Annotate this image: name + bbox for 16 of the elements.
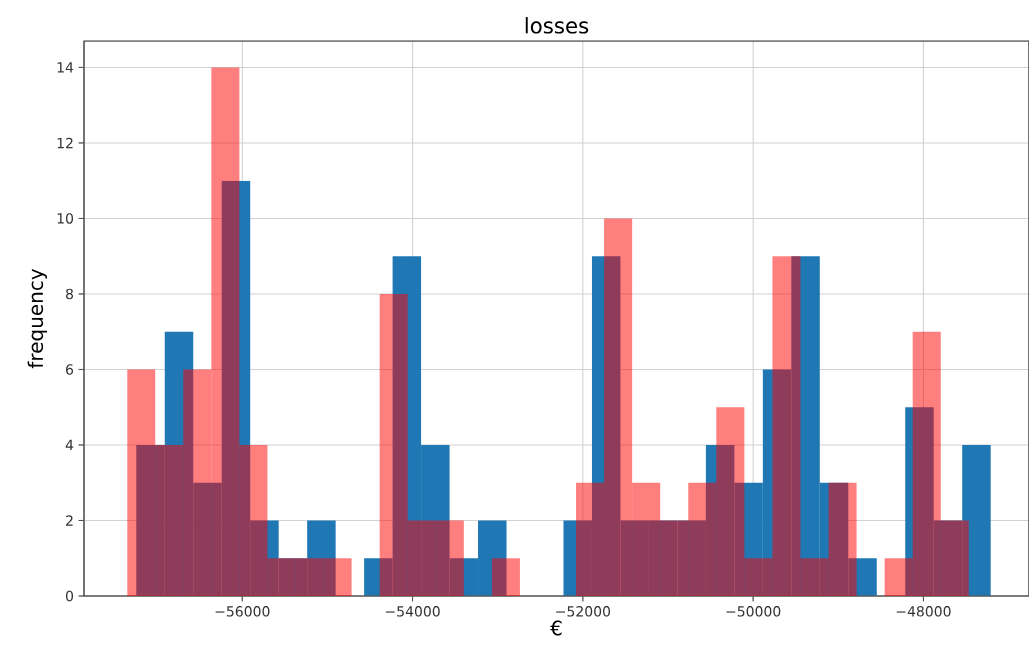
x-tick-label: −48000 <box>896 606 951 617</box>
y-tick-label: 10 <box>57 213 74 224</box>
y-tick-label: 12 <box>57 137 73 149</box>
y-tick-label: 6 <box>66 364 74 375</box>
chart-title: losses <box>525 17 589 34</box>
y-axis-title: frequency <box>27 268 47 369</box>
x-tick-label: −56000 <box>215 606 270 617</box>
y-tick-label: 2 <box>66 515 73 526</box>
x-tick-label: −50000 <box>726 606 781 617</box>
x-tick-label: −54000 <box>385 606 440 617</box>
y-tick-label: 8 <box>66 288 74 300</box>
y-tick-label: 14 <box>57 62 74 73</box>
x-tick-label: −52000 <box>556 606 611 617</box>
x-axis-title: € <box>550 620 562 636</box>
y-tick-label: 0 <box>65 590 74 602</box>
y-tick-label: 4 <box>65 439 74 451</box>
